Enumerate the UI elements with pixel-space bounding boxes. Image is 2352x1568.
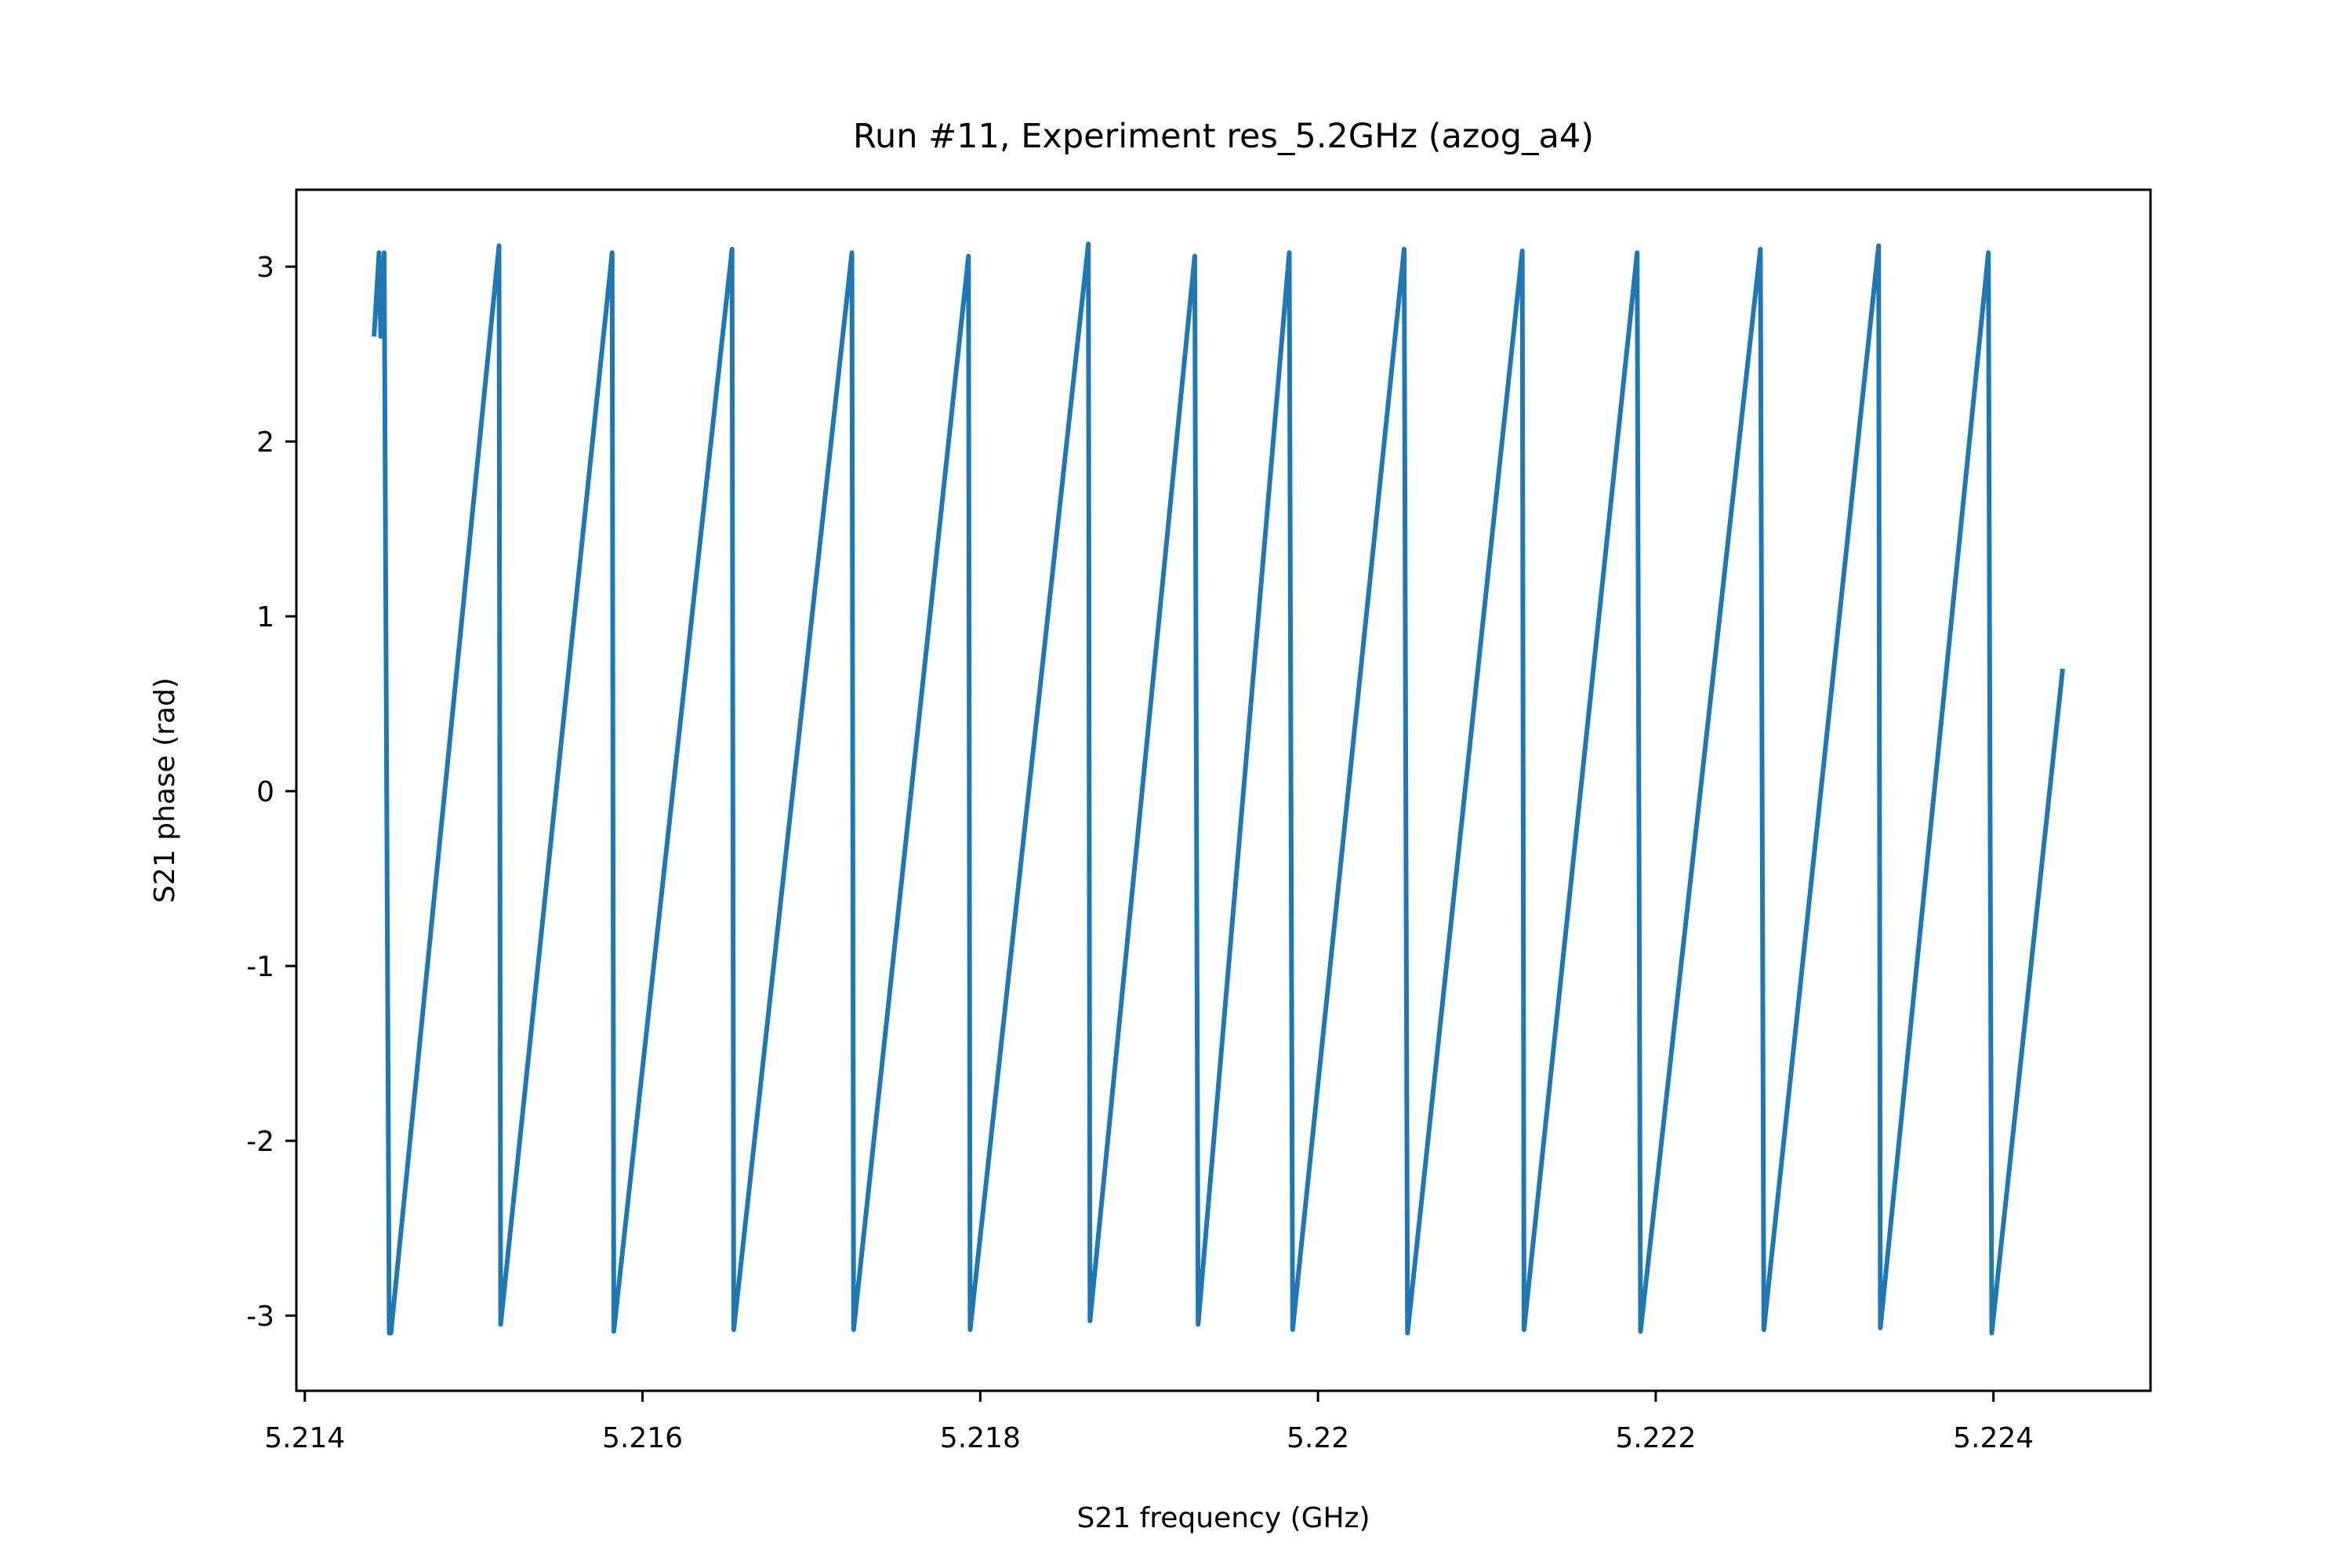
x-axis-title: S21 frequency (GHz)	[1076, 1502, 1370, 1534]
x-axis: 5.214 5.216 5.218 5.22 5.222 5.224	[264, 1391, 2034, 1454]
series-line-1	[372, 241, 2065, 1336]
y-tick-label: -3	[246, 1301, 274, 1333]
y-tick-label: 3	[256, 252, 274, 284]
x-tick-label: 5.22	[1287, 1422, 1349, 1454]
chart-title: Run #11, Experiment res_5.2GHz (azog_a4)	[853, 117, 1594, 156]
y-tick-label: 2	[256, 426, 274, 459]
x-tick-label: 5.216	[602, 1422, 683, 1454]
y-tick-label: -1	[246, 951, 274, 983]
x-tick-label: 5.222	[1615, 1422, 1696, 1454]
y-axis-title: S21 phase (rad)	[149, 677, 181, 903]
x-tick-label: 5.218	[940, 1422, 1021, 1454]
y-tick-label: -2	[246, 1126, 274, 1158]
x-tick-label: 5.224	[1953, 1422, 2034, 1454]
x-tick-label: 5.214	[264, 1422, 345, 1454]
y-tick-label: 1	[256, 601, 274, 633]
y-axis: -3 -2 -1 0 1 2 3	[246, 252, 296, 1333]
y-tick-label: 0	[256, 776, 274, 808]
